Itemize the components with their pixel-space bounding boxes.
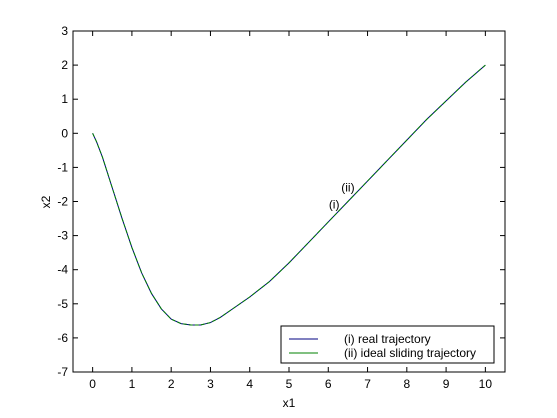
x-axis-label: x1 [283,396,296,410]
legend-box [280,325,495,364]
y-tick-label: 2 [61,58,68,72]
x-tick-label: 10 [479,377,493,391]
x-tick-label: 5 [286,377,293,391]
y-tick-label: -4 [57,263,68,277]
curve-annotation-label: (ii) [341,180,354,194]
x-tick-label: 8 [403,377,410,391]
y-axis-ticks: -7 -6 -5 -4 -3 -2 -1 0 1 2 3 [57,24,505,379]
y-tick-label: -7 [57,365,68,379]
x-tick-label: 4 [246,377,253,391]
annotation-layer: (i)(ii) [329,180,355,211]
series-layer [92,64,486,326]
y-tick-label: -5 [57,297,68,311]
curve-annotation-label: (i) [329,197,340,211]
x-tick-label: 9 [443,377,450,391]
y-axis-label: x2 [39,195,53,208]
y-tick-label: -6 [57,331,68,345]
x-tick-label: 3 [207,377,214,391]
x-tick-label: 7 [364,377,371,391]
x-axis-ticks: 0 1 2 3 4 5 6 7 8 9 10 [89,31,492,391]
legend-label-real: (i) real trajectory [344,332,431,346]
x-tick-label: 2 [168,377,175,391]
series-line-ideal-trajectory [92,64,486,326]
y-tick-label: -2 [57,195,68,209]
y-tick-label: 0 [61,126,68,140]
x-tick-label: 1 [129,377,136,391]
x-tick-label: 6 [325,377,332,391]
x-tick-label: 0 [89,377,96,391]
y-tick-label: -1 [57,160,68,174]
y-tick-label: 3 [61,24,68,38]
y-tick-label: -3 [57,229,68,243]
plot-area [72,30,506,373]
legend: (i) real trajectory (ii) ideal sliding t… [280,325,495,364]
legend-label-ideal: (ii) ideal sliding trajectory [344,346,476,360]
y-tick-label: 1 [61,92,68,106]
